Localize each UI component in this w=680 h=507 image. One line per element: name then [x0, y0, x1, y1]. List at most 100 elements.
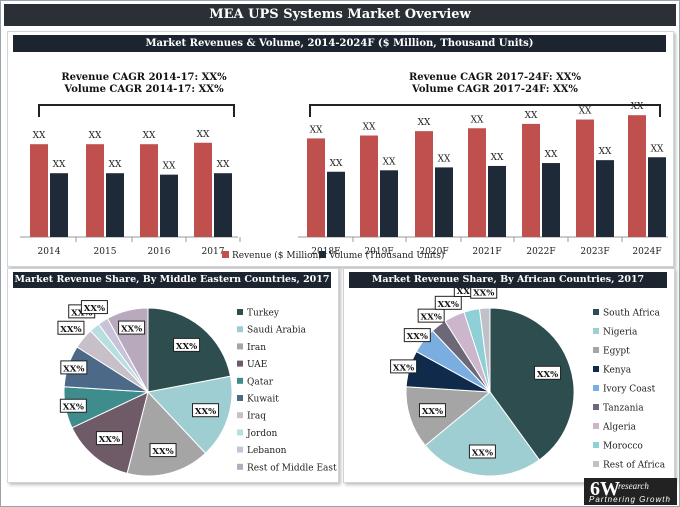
revenue-data-label: XX: [418, 118, 431, 128]
pie-legend-swatch: [237, 309, 243, 315]
pie-legend-swatch: [237, 360, 243, 367]
x-tick-label: 2015: [94, 247, 117, 257]
revenue-bar: [468, 128, 486, 237]
revenue-data-label: XX: [471, 115, 484, 125]
revenue-data-label: XX: [33, 131, 46, 141]
bar-chart-panel: Market Revenues & Volume, 2014-2024F ($ …: [7, 31, 674, 267]
cagr-bracket-forecast: [309, 104, 661, 117]
pie-legend-label: Tanzania: [603, 404, 644, 414]
legend-label-volume: Volume (Thousand Units): [328, 250, 444, 261]
pie-data-label-box: [59, 398, 87, 413]
pie-data-label-box: [118, 320, 146, 335]
x-tick-label: 2021F: [472, 247, 501, 257]
pie-data-label-box: [149, 443, 177, 458]
africa-pie-panel: Market Revenue Share, By African Countri…: [343, 268, 675, 483]
volume-data-label: XX: [109, 160, 122, 170]
pie-legend-label: Kuwait: [247, 395, 279, 405]
legend-swatch-volume: [319, 251, 326, 258]
pie-legend-label: Morocco: [603, 442, 643, 452]
pie-data-label-box: [418, 403, 446, 418]
revenue-data-label: XX: [89, 131, 102, 141]
pie-slice: [405, 386, 492, 447]
pie-data-label: XX%: [393, 363, 414, 373]
x-tick-label: 2024F: [632, 247, 661, 257]
pie-data-label: XX%: [152, 447, 173, 457]
pie-legend-swatch: [593, 423, 599, 429]
cagr-revenue-forecast: Revenue CAGR 2017-24F: XX%: [409, 72, 582, 83]
volume-data-label: XX: [330, 159, 343, 169]
volume-data-label: XX: [545, 150, 558, 160]
pie-legend-label: Algeria: [602, 423, 637, 433]
pie-data-label-box: [390, 359, 418, 374]
volume-bar: [648, 157, 666, 237]
volume-bar: [106, 173, 124, 237]
x-tick-label: 2019F: [364, 247, 393, 257]
revenue-bar: [360, 135, 378, 237]
bar-chart: XXXX2014XXXX2015XXXX2016XXXX2017XXXX2018…: [20, 72, 668, 261]
pie-slice: [424, 391, 541, 477]
revenue-data-label: XX: [197, 130, 210, 140]
pie-legend-swatch: [237, 343, 243, 350]
cagr-volume-forecast: Volume CAGR 2017-24F: XX%: [411, 84, 578, 95]
pie-legend-swatch: [593, 309, 599, 315]
volume-data-label: XX: [491, 153, 504, 163]
page-title: MEA UPS Systems Market Overview: [4, 4, 676, 26]
pie-data-label: XX%: [457, 288, 478, 297]
volume-data-label: XX: [53, 160, 66, 170]
pie-legend-label: South Africa: [603, 309, 661, 319]
volume-data-label: XX: [383, 157, 396, 167]
revenue-bar: [194, 142, 212, 237]
cagr-revenue-historical: Revenue CAGR 2014-17: XX%: [61, 72, 227, 83]
x-tick-label: 2020F: [419, 247, 448, 257]
revenue-data-label: XX: [631, 102, 644, 112]
middle-east-pie-panel: Market Revenue Share, By Middle Eastern …: [7, 268, 339, 483]
pie-data-label: XX%: [121, 325, 142, 335]
revenue-data-label: XX: [579, 107, 592, 117]
x-tick-label: 2014: [38, 247, 61, 257]
logo-mark: 6W: [590, 478, 620, 500]
pie-data-label: XX%: [63, 403, 84, 413]
volume-bar: [542, 163, 560, 237]
company-logo: 6W research Partnering Growth: [584, 478, 677, 505]
x-tick-label: 2022F: [526, 247, 555, 257]
pie-legend-label: Jordon: [246, 429, 278, 439]
pie-legend-swatch: [237, 326, 243, 333]
pie-legend-swatch: [593, 404, 599, 410]
pie-data-label-box: [80, 300, 108, 315]
pie-legend-label: Iraq: [247, 412, 266, 422]
pie-legend-label: Lebanon: [247, 446, 287, 456]
pie-legend-label: Iran: [247, 343, 266, 353]
pie-data-label-box: [434, 295, 462, 310]
revenue-bar: [30, 144, 48, 237]
revenue-bar: [628, 115, 646, 237]
x-tick-label: 2023F: [580, 247, 609, 257]
pie-legend-swatch: [593, 442, 599, 448]
volume-data-label: XX: [599, 147, 612, 157]
pie-slice: [126, 390, 207, 477]
pie-data-label-box: [60, 360, 88, 375]
x-tick-label: 2017: [202, 247, 225, 257]
pie-legend-swatch: [237, 412, 243, 419]
pie-data-label: XX%: [176, 342, 197, 352]
pie-legend-label: UAE: [247, 360, 267, 370]
pie-legend-swatch: [237, 377, 243, 384]
logo-word: research: [618, 481, 649, 491]
cagr-bracket-historical: [38, 104, 235, 117]
pie-data-label-box: [95, 431, 123, 446]
pie-legend-label: Egypt: [603, 347, 630, 357]
volume-bar: [50, 173, 68, 237]
volume-data-label: XX: [163, 162, 176, 172]
pie-legend-swatch: [237, 463, 243, 470]
volume-bar: [160, 174, 178, 237]
pie-legend-swatch: [593, 385, 599, 391]
africa-pie-title: Market Revenue Share, By African Countri…: [349, 272, 667, 288]
pie-data-label: XX%: [99, 435, 120, 445]
pie-legend-swatch: [237, 446, 243, 453]
pie-data-label-box: [57, 320, 85, 335]
pie-data-label: XX%: [407, 332, 428, 342]
revenue-bar: [415, 131, 433, 237]
pie-data-label-box: [403, 328, 431, 343]
middle-east-pie-title: Market Revenue Share, By Middle Eastern …: [13, 272, 331, 288]
pie-legend-label: Ivory Coast: [603, 385, 656, 395]
